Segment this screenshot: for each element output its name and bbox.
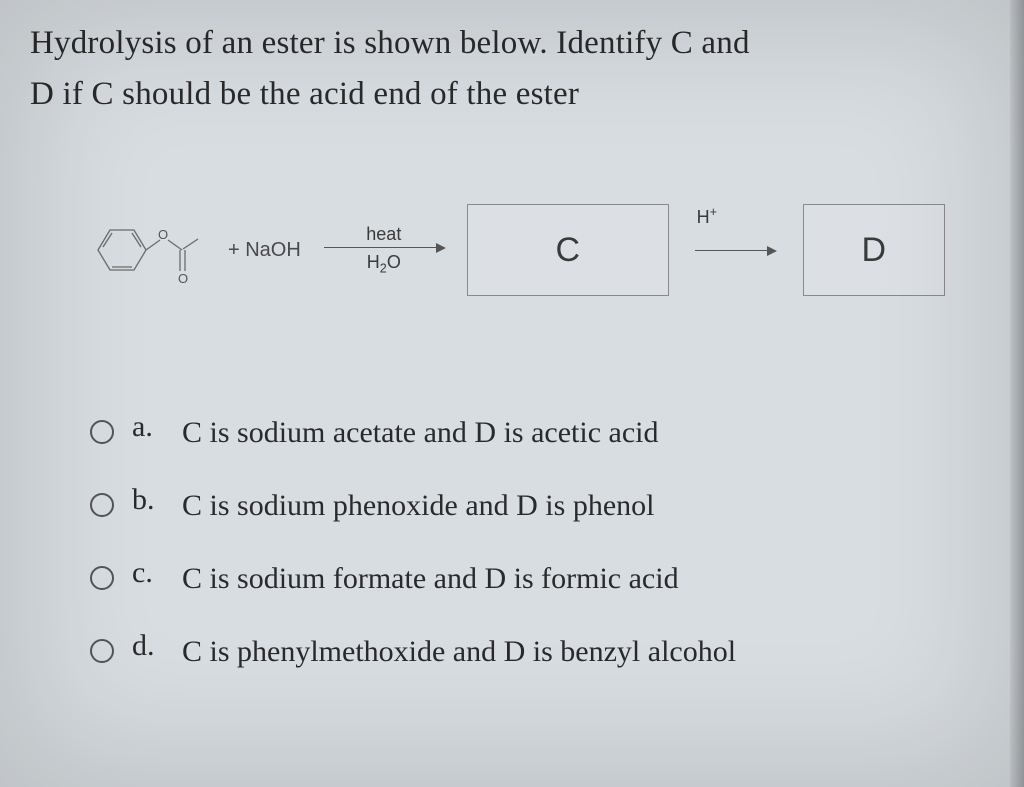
arrow1-condition-top: heat (366, 224, 401, 245)
product-c-label: C (556, 231, 581, 270)
radio-d[interactable] (90, 639, 114, 663)
option-d-text: C is phenylmethoxide and D is benzyl alc… (182, 629, 736, 674)
option-a-letter: a. (132, 410, 170, 444)
question-line-2: D if C should be the acid end of the est… (30, 76, 579, 112)
option-b[interactable]: b. C is sodium phenoxide and D is phenol (90, 483, 994, 528)
reagent-naoh: + NaOH (228, 239, 301, 262)
option-d-letter: d. (132, 629, 170, 663)
radio-b[interactable] (90, 493, 114, 517)
radio-c[interactable] (90, 566, 114, 590)
ester-structure: O O (80, 205, 210, 295)
option-a[interactable]: a. C is sodium acetate and D is acetic a… (90, 410, 994, 455)
svg-text:O: O (158, 227, 168, 242)
reaction-scheme: O O + NaOH heat H2O C H+ D (80, 190, 994, 310)
screen-right-edge (1010, 0, 1024, 787)
option-b-letter: b. (132, 483, 170, 517)
option-d[interactable]: d. C is phenylmethoxide and D is benzyl … (90, 629, 994, 674)
arrow1-condition-bottom: H2O (367, 252, 401, 276)
arrow2-condition-top: H+ (687, 205, 727, 228)
product-box-c: C (467, 204, 669, 296)
option-a-text: C is sodium acetate and D is acetic acid (182, 410, 659, 455)
arrow1-line (324, 247, 444, 248)
answer-options: a. C is sodium acetate and D is acetic a… (90, 410, 994, 674)
svg-text:O: O (178, 271, 188, 286)
product-d-label: D (862, 231, 887, 270)
option-c[interactable]: c. C is sodium formate and D is formic a… (90, 556, 994, 601)
arrow2-line (695, 250, 775, 251)
product-box-d: D (803, 204, 945, 296)
question-page: Hydrolysis of an ester is shown below. I… (0, 0, 1024, 787)
radio-a[interactable] (90, 420, 114, 444)
option-c-text: C is sodium formate and D is formic acid (182, 556, 679, 601)
question-line-1: Hydrolysis of an ester is shown below. I… (30, 25, 750, 61)
option-b-text: C is sodium phenoxide and D is phenol (182, 483, 654, 528)
option-c-letter: c. (132, 556, 170, 590)
question-stem: Hydrolysis of an ester is shown below. I… (30, 18, 994, 120)
reaction-arrow-1: heat H2O (319, 224, 449, 276)
reaction-arrow-2 (695, 250, 775, 251)
